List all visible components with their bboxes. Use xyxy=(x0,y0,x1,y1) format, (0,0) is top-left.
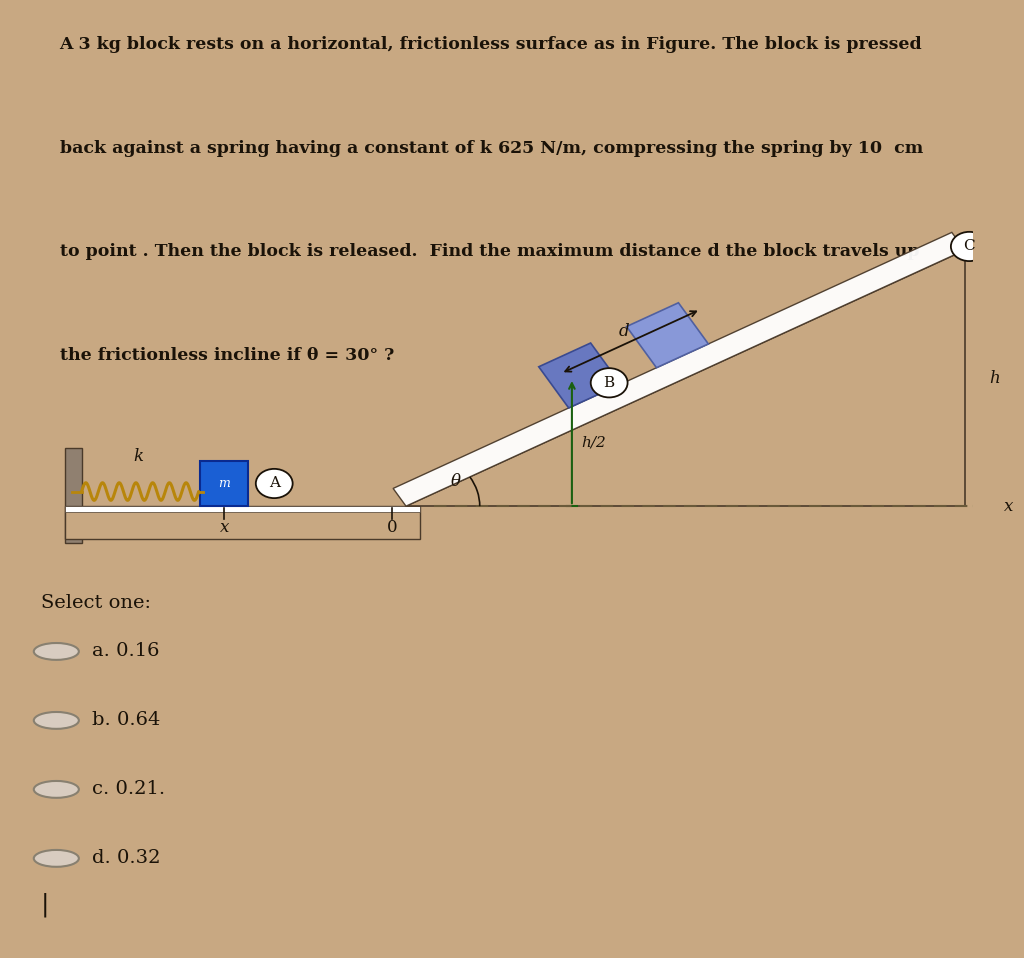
Text: a. 0.16: a. 0.16 xyxy=(92,643,160,660)
Bar xyxy=(66,506,420,512)
Text: d: d xyxy=(618,324,629,340)
Bar xyxy=(201,461,249,506)
Text: |: | xyxy=(41,892,49,917)
Text: back against a spring having a constant of k 625 N/m, compressing the spring by : back against a spring having a constant … xyxy=(59,140,923,157)
Circle shape xyxy=(951,232,988,262)
Circle shape xyxy=(34,850,79,867)
Text: x: x xyxy=(1005,497,1014,514)
Text: B: B xyxy=(603,376,614,390)
Circle shape xyxy=(591,368,628,398)
Text: h: h xyxy=(989,370,1000,387)
Text: A: A xyxy=(268,476,280,490)
Text: x: x xyxy=(220,519,229,536)
Polygon shape xyxy=(406,250,965,506)
Circle shape xyxy=(34,712,79,729)
Bar xyxy=(66,447,82,543)
Polygon shape xyxy=(393,233,965,506)
Polygon shape xyxy=(627,303,709,368)
Text: A 3 kg block rests on a horizontal, frictionless surface as in Figure. The block: A 3 kg block rests on a horizontal, fric… xyxy=(59,36,923,54)
Bar xyxy=(66,506,420,539)
Text: d. 0.32: d. 0.32 xyxy=(92,850,161,867)
Text: c. 0.21.: c. 0.21. xyxy=(92,781,165,798)
Text: Select one:: Select one: xyxy=(41,594,151,612)
Text: θ: θ xyxy=(451,472,461,490)
Text: to point . Then the block is released.  Find the maximum distance d the block tr: to point . Then the block is released. F… xyxy=(59,243,920,261)
Text: m: m xyxy=(218,477,230,490)
Text: k: k xyxy=(134,447,143,465)
Text: the frictionless incline if θ = 30° ?: the frictionless incline if θ = 30° ? xyxy=(59,347,394,364)
Text: C: C xyxy=(964,240,975,254)
Text: h/2: h/2 xyxy=(582,435,606,449)
Polygon shape xyxy=(539,343,621,408)
Circle shape xyxy=(34,643,79,660)
Circle shape xyxy=(34,781,79,798)
Text: 0: 0 xyxy=(387,519,397,536)
Circle shape xyxy=(256,468,293,498)
Text: b. 0.64: b. 0.64 xyxy=(92,712,161,729)
